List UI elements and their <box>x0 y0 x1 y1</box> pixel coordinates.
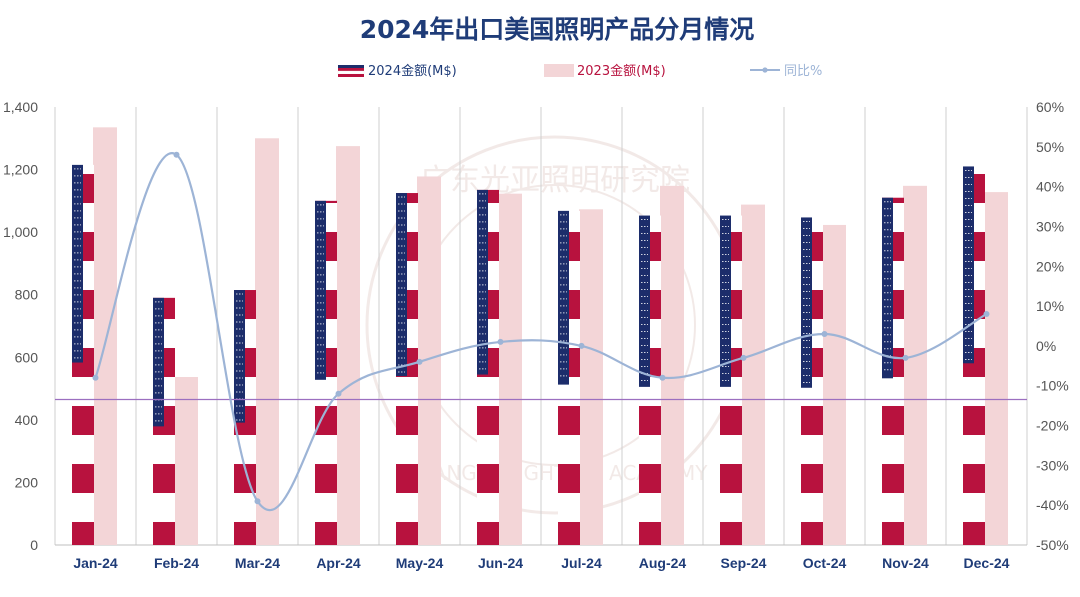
x-tick-label: Jan-24 <box>73 555 118 571</box>
x-tick-label: Mar-24 <box>235 555 280 571</box>
y-tick-label: 1,400 <box>3 99 38 115</box>
legend-item-2023: 2023金额(M$) <box>544 63 666 79</box>
bar-2023 <box>579 209 603 545</box>
y2-tick-label: -30% <box>1036 457 1069 473</box>
yoy-point <box>497 338 504 345</box>
yoy-point <box>821 330 828 337</box>
y2-tick-label: -40% <box>1036 497 1069 513</box>
y-tick-label: 0 <box>30 537 38 553</box>
y-tick-label: 200 <box>15 474 39 490</box>
x-tick-label: Nov-24 <box>882 555 929 571</box>
bar-2024-canton <box>882 197 893 379</box>
yoy-point <box>578 342 585 349</box>
yoy-point <box>254 498 261 505</box>
legend-item-yoy: 同比% <box>750 64 822 79</box>
y-tick-label: 600 <box>15 349 39 365</box>
x-tick-label: Dec-24 <box>964 555 1010 571</box>
y-tick-label: 1,200 <box>3 162 38 178</box>
y-tick-label: 1,000 <box>3 224 38 240</box>
bar-2023 <box>93 127 117 545</box>
x-tick-label: Jul-24 <box>561 555 602 571</box>
x-tick-label: Sep-24 <box>721 555 767 571</box>
bar-2023 <box>498 193 522 545</box>
y2-tick-label: -50% <box>1036 537 1069 553</box>
plot-area: 0 200 400 600 800 1,000 1,200 1,400 -50% -40% -30%… <box>3 99 1069 571</box>
bar-2024-canton <box>639 215 650 387</box>
y-tick-label: 400 <box>15 412 39 428</box>
y2-tick-label: 30% <box>1036 218 1064 234</box>
yoy-point <box>416 358 423 365</box>
yoy-line <box>94 152 988 512</box>
bar-2024-canton <box>153 297 164 427</box>
bar-2023 <box>984 192 1008 545</box>
x-tick-label: Jun-24 <box>478 555 523 571</box>
y2-tick-label: 0% <box>1036 338 1056 354</box>
y2-tick-label: 60% <box>1036 99 1064 115</box>
y2-tick-label: 50% <box>1036 139 1064 155</box>
yoy-point <box>902 354 909 361</box>
y2-tick-label: -20% <box>1036 418 1069 434</box>
y2-tick-label: 40% <box>1036 179 1064 195</box>
bar-2023 <box>336 146 360 545</box>
bar-2023 <box>741 204 765 545</box>
bar-2024-canton <box>315 200 326 380</box>
bar-2023 <box>822 224 846 545</box>
bar-2024-canton <box>396 193 407 377</box>
x-tick-label: Feb-24 <box>154 555 199 571</box>
watermark: 广东光亚照明研究院 GUANGYA LIGHTING ACADEMY <box>365 135 745 515</box>
y2-tick-label: -10% <box>1036 378 1069 394</box>
legend-item-2024: 2024金额(M$) <box>337 63 457 79</box>
y2-tick-label: 20% <box>1036 258 1064 274</box>
x-tick-label: May-24 <box>396 555 444 571</box>
chart-title: 2024年出口美国照明产品分月情况 <box>360 15 755 44</box>
yoy-point <box>659 374 666 381</box>
x-tick-label: Apr-24 <box>316 555 361 571</box>
bar-2024-canton <box>963 166 974 364</box>
yoy-point <box>173 151 180 158</box>
yoy-point <box>983 311 990 318</box>
bar-2024-canton <box>558 210 569 385</box>
legend-label-yoy: 同比% <box>784 64 822 79</box>
x-tick-label: Aug-24 <box>639 555 687 571</box>
legend-label-2024: 2024金额(M$) <box>368 63 457 79</box>
bar-2024-canton <box>477 189 488 375</box>
yoy-point <box>92 374 99 381</box>
y2-tick-label: 10% <box>1036 298 1064 314</box>
legend-label-2023: 2023金额(M$) <box>577 63 666 79</box>
yoy-point <box>335 390 342 397</box>
watermark-text: 广东光亚照明研究院 <box>420 163 690 198</box>
bar-2023 <box>174 376 198 545</box>
bar-2023 <box>255 138 279 546</box>
legend: 2024金额(M$) 2023金额(M$) 同比% <box>337 63 822 79</box>
bar-2024-canton <box>801 217 812 388</box>
x-tick-label: Oct-24 <box>803 555 847 571</box>
y-tick-label: 800 <box>15 287 39 303</box>
yoy-point <box>740 354 747 361</box>
bar-2023 <box>903 185 927 545</box>
bar-2024-canton <box>234 290 245 423</box>
bar-2024-canton <box>72 164 83 363</box>
bar-2023 <box>660 185 684 545</box>
bar-2024-canton <box>720 215 731 387</box>
